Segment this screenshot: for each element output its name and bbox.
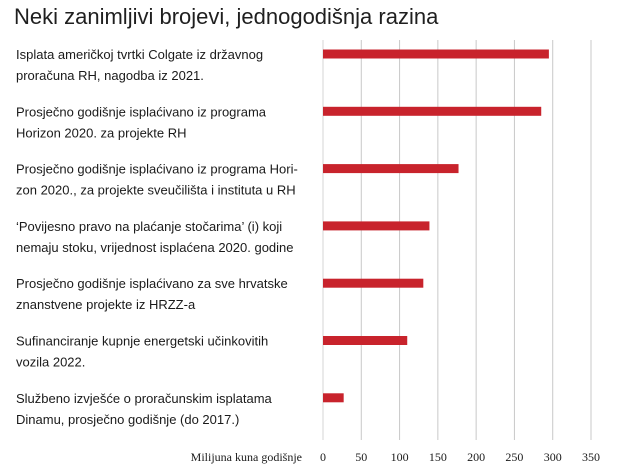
category-label-6-line-1: Sufinanciranje kupnje energetski učinkov… — [16, 334, 268, 349]
x-tick-label-50: 50 — [355, 450, 367, 464]
category-label-4: ‘Povijesno pravo na plaćanje stočarima’ … — [16, 219, 294, 255]
category-label-3-line-2: zon 2020., za projekte sveučilišta i ins… — [16, 183, 296, 198]
category-label-1-line-1: Isplata američkoj tvrtki Colgate iz drža… — [16, 47, 263, 62]
chart-title: Neki zanimljivi brojevi, jednogodišnja r… — [14, 4, 439, 29]
x-tick-label-100: 100 — [391, 450, 409, 464]
x-tick-label-200: 200 — [467, 450, 485, 464]
category-label-1-line-2: proračuna RH, nagodba iz 2021. — [16, 68, 204, 83]
category-label-3: Prosječno godišnje isplaćivano iz progra… — [16, 162, 298, 198]
bar-5 — [323, 278, 424, 288]
x-tick-label-250: 250 — [505, 450, 523, 464]
x-axis-label: Milijuna kuna godišnje — [191, 450, 302, 464]
category-label-1: Isplata američkoj tvrtki Colgate iz drža… — [16, 47, 263, 83]
category-label-4-line-1: ‘Povijesno pravo na plaćanje stočarima’ … — [16, 219, 282, 234]
category-labels: Isplata američkoj tvrtki Colgate iz drža… — [16, 47, 298, 427]
category-label-6-line-2: vozila 2022. — [16, 355, 85, 370]
category-label-7-line-1: Službeno izvješće o proračunskim isplata… — [16, 391, 273, 406]
category-label-5-line-2: znanstvene projekte iz HRZZ-a — [16, 297, 196, 312]
category-label-6: Sufinanciranje kupnje energetski učinkov… — [16, 334, 268, 370]
x-tick-label-300: 300 — [544, 450, 562, 464]
bar-6 — [323, 336, 408, 345]
bar-1 — [323, 49, 549, 59]
category-label-2-line-1: Prosječno godišnje isplaćivano iz progra… — [16, 104, 267, 119]
x-tick-label-0: 0 — [320, 450, 326, 464]
category-label-5-line-1: Prosječno godišnje isplaćivano za sve hr… — [16, 276, 288, 291]
bars — [323, 49, 549, 403]
category-label-2: Prosječno godišnje isplaćivano iz progra… — [16, 104, 267, 140]
category-label-7-line-2: Dinamu, prosječno godišnje (do 2017.) — [16, 412, 239, 427]
category-label-4-line-2: nemaju stoku, vrijednost isplaćena 2020.… — [16, 240, 294, 255]
bar-7 — [323, 393, 344, 403]
bar-3 — [323, 164, 459, 174]
x-tick-label-350: 350 — [582, 450, 600, 464]
category-label-3-line-1: Prosječno godišnje isplaćivano iz progra… — [16, 162, 298, 177]
category-label-5: Prosječno godišnje isplaćivano za sve hr… — [16, 276, 288, 312]
x-axis-ticks: 0 50 100 150 200 250 300 350 — [320, 450, 600, 464]
category-label-2-line-2: Horizon 2020. za projekte RH — [16, 125, 187, 140]
category-label-7: Službeno izvješće o proračunskim isplata… — [16, 391, 273, 427]
gridlines — [322, 40, 592, 440]
bar-4 — [323, 221, 430, 231]
bar-2 — [323, 106, 542, 116]
x-tick-label-150: 150 — [429, 450, 447, 464]
